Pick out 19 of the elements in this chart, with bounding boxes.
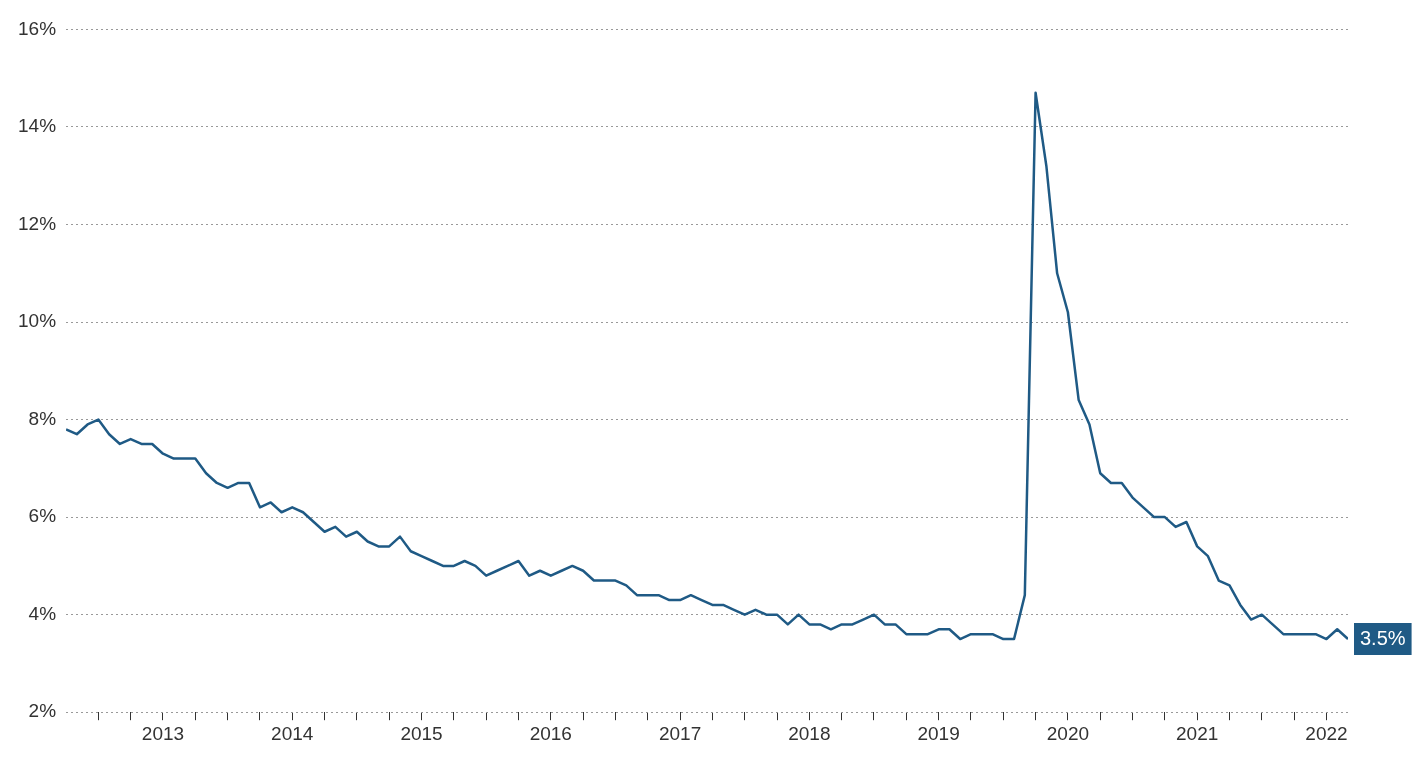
y-tick-label: 10% bbox=[18, 310, 57, 332]
y-tick-label: 12% bbox=[18, 212, 57, 234]
y-tick-label: 8% bbox=[28, 407, 57, 429]
x-tick-label: 2016 bbox=[529, 722, 572, 744]
x-tick-label: 2015 bbox=[400, 722, 443, 744]
y-tick-label: 14% bbox=[18, 115, 57, 137]
x-tick-label: 2021 bbox=[1176, 722, 1219, 744]
x-tick-label: 2018 bbox=[788, 722, 831, 744]
y-tick-label: 4% bbox=[28, 602, 57, 624]
y-tick-label: 2% bbox=[28, 700, 57, 722]
y-tick-label: 16% bbox=[18, 17, 57, 39]
data-label: 3.5% bbox=[1360, 626, 1406, 649]
y-tick-label: 6% bbox=[28, 505, 57, 527]
x-tick-label: 2019 bbox=[917, 722, 960, 744]
x-tick-label: 2014 bbox=[271, 722, 314, 744]
x-tick-label: 2013 bbox=[141, 722, 185, 744]
x-tick-label: 2017 bbox=[658, 722, 702, 744]
x-tick-label: 2022 bbox=[1305, 722, 1348, 744]
x-tick-label: 2020 bbox=[1046, 722, 1090, 744]
